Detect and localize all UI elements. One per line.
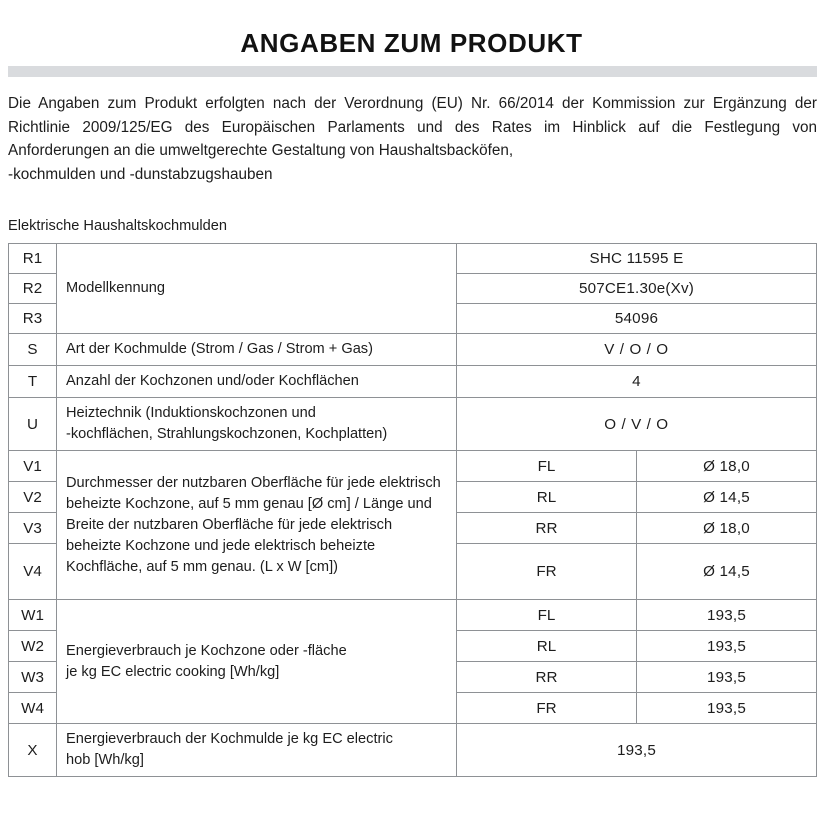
row-description: Art der Kochmulde (Strom / Gas / Strom +… xyxy=(56,333,457,366)
page-title: ANGABEN ZUM PRODUKT xyxy=(240,28,583,58)
row-description: Modellkennung xyxy=(56,243,457,334)
row-value: 193,5 xyxy=(636,661,817,693)
row-code: V2 xyxy=(8,481,57,513)
row-zone: FR xyxy=(456,543,637,600)
row-description-line-2: je kg EC electric cooking [Wh/kg] xyxy=(66,663,280,680)
row-description-line-1: Energieverbrauch der Kochmulde je kg EC … xyxy=(66,731,393,747)
row-code: W3 xyxy=(8,661,57,693)
table-row: U Heiztechnik (Induktionskochzonen und -… xyxy=(8,397,817,451)
row-value: 507CE1.30e(Xv) xyxy=(456,273,817,304)
row-zone: RL xyxy=(456,630,637,662)
row-code: R2 xyxy=(8,273,57,304)
row-description: Durchmesser der nutzbaren Oberfläche für… xyxy=(56,450,457,600)
row-value: V / O / O xyxy=(456,333,817,366)
row-value: Ø 18,0 xyxy=(636,512,817,544)
row-description: Energieverbrauch je Kochzone oder -fläch… xyxy=(56,599,457,724)
row-value: 54096 xyxy=(456,303,817,334)
row-code: T xyxy=(8,365,57,398)
row-value: Ø 14,5 xyxy=(636,543,817,600)
row-code: V1 xyxy=(8,450,57,482)
table-row: X Energieverbrauch der Kochmulde je kg E… xyxy=(8,723,817,777)
row-description: Anzahl der Kochzonen und/oder Kochfläche… xyxy=(56,365,457,398)
row-zone: RR xyxy=(456,661,637,693)
table-row: V3 RR Ø 18,0 xyxy=(8,512,817,544)
row-value: Ø 18,0 xyxy=(636,450,817,482)
row-code: S xyxy=(8,333,57,366)
row-value: 193,5 xyxy=(456,723,817,777)
intro-paragraph-last-line: -kochmulden und -dunstabzugshauben xyxy=(8,165,273,183)
row-value: SHC 11595 E xyxy=(456,243,817,274)
section-label: Elektrische Haushaltskochmulden xyxy=(8,218,228,234)
row-zone: FR xyxy=(456,692,637,724)
table-row: S Art der Kochmulde (Strom / Gas / Strom… xyxy=(8,333,817,366)
row-description: Energieverbrauch der Kochmulde je kg EC … xyxy=(56,723,457,777)
specification-table: R1 Modellkennung SHC 11595 E R2 507CE1.3… xyxy=(8,243,817,777)
row-description-line-1: Heiztechnik (Induktionskochzonen und xyxy=(66,405,316,421)
row-value: 193,5 xyxy=(636,692,817,724)
row-code: V3 xyxy=(8,512,57,544)
row-code: W2 xyxy=(8,630,57,662)
table-row: W1 Energieverbrauch je Kochzone oder -fl… xyxy=(8,599,817,724)
table-row: W2 RL 193,5 xyxy=(8,630,817,662)
row-code: R1 xyxy=(8,243,57,274)
row-zone: FL xyxy=(456,599,637,631)
row-value: Ø 14,5 xyxy=(636,481,817,513)
row-zone: FL xyxy=(456,450,637,482)
row-description-line-2: -kochflächen, Strahlungskochzonen, Kochp… xyxy=(66,426,388,442)
row-code: W1 xyxy=(8,599,57,631)
row-code: U xyxy=(8,397,57,451)
table-row: T Anzahl der Kochzonen und/oder Kochfläc… xyxy=(8,365,817,398)
row-zone: RR xyxy=(456,512,637,544)
table-row: R3 54096 xyxy=(8,303,817,334)
row-value: 4 xyxy=(456,365,817,398)
table-row: W4 FR 193,5 xyxy=(8,692,817,724)
row-zone: RL xyxy=(456,481,637,513)
row-code: R3 xyxy=(8,303,57,334)
row-value: O / V / O xyxy=(456,397,817,451)
intro-paragraph-text: Die Angaben zum Produkt erfolgten nach d… xyxy=(8,95,817,159)
row-code: X xyxy=(8,723,57,777)
row-description-line-2: hob [Wh/kg] xyxy=(66,752,144,768)
title-divider xyxy=(8,66,817,77)
row-value: 193,5 xyxy=(636,599,817,631)
intro-paragraph: Die Angaben zum Produkt erfolgten nach d… xyxy=(8,92,817,186)
table-row: V4 FR Ø 14,5 xyxy=(8,543,817,600)
row-code: W4 xyxy=(8,692,57,724)
table-row: V2 RL Ø 14,5 xyxy=(8,481,817,513)
table-row: R2 507CE1.30e(Xv) xyxy=(8,273,817,304)
table-row: V1 Durchmesser der nutzbaren Oberfläche … xyxy=(8,450,817,600)
row-description: Heiztechnik (Induktionskochzonen und -ko… xyxy=(56,397,457,451)
row-description-line-1: Energieverbrauch je Kochzone oder -fläch… xyxy=(66,642,347,659)
row-value: 193,5 xyxy=(636,630,817,662)
table-row: R1 Modellkennung SHC 11595 E xyxy=(8,243,817,334)
row-code: V4 xyxy=(8,543,57,600)
